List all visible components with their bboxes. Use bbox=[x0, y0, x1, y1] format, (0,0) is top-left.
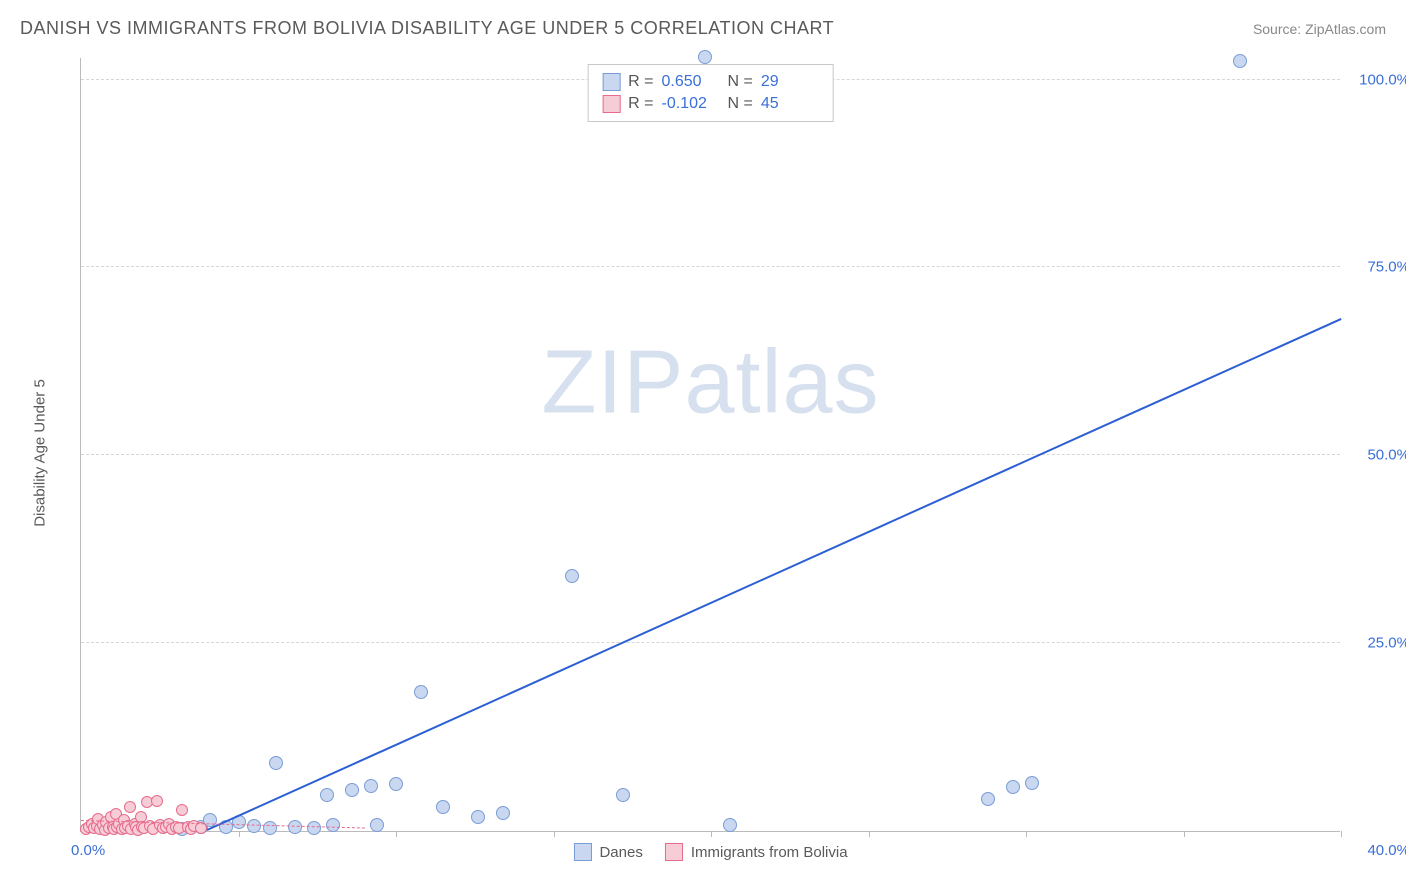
chart-header: DANISH VS IMMIGRANTS FROM BOLIVIA DISABI… bbox=[20, 18, 1386, 39]
data-point bbox=[496, 806, 510, 820]
x-tick-mark bbox=[396, 831, 397, 837]
data-point bbox=[471, 810, 485, 824]
gridline bbox=[81, 266, 1340, 267]
series-legend-item: Danes bbox=[573, 843, 642, 861]
data-point bbox=[345, 783, 359, 797]
r-value: -0.102 bbox=[662, 95, 720, 113]
series-legend-item: Immigrants from Bolivia bbox=[665, 843, 848, 861]
legend-label: Immigrants from Bolivia bbox=[691, 844, 848, 861]
y-tick-label: 75.0% bbox=[1350, 259, 1406, 276]
plot-region: ZIPatlas R =0.650N =29R =-0.102N =45 0.0… bbox=[80, 58, 1340, 832]
trend-line bbox=[207, 318, 1342, 831]
watermark-bold: ZIP bbox=[541, 332, 684, 432]
data-point bbox=[364, 779, 378, 793]
gridline bbox=[81, 454, 1340, 455]
x-tick-mark bbox=[239, 831, 240, 837]
data-point bbox=[1233, 54, 1247, 68]
data-point bbox=[263, 821, 277, 835]
data-point bbox=[269, 756, 283, 770]
data-point bbox=[176, 804, 188, 816]
data-point bbox=[307, 821, 321, 835]
data-point bbox=[436, 800, 450, 814]
data-point bbox=[320, 788, 334, 802]
r-value: 0.650 bbox=[662, 73, 720, 91]
x-tick-mark bbox=[1026, 831, 1027, 837]
gridline bbox=[81, 642, 1340, 643]
data-point bbox=[370, 818, 384, 832]
data-point bbox=[414, 685, 428, 699]
chart-title: DANISH VS IMMIGRANTS FROM BOLIVIA DISABI… bbox=[20, 18, 834, 39]
legend-swatch bbox=[665, 843, 683, 861]
legend-label: Danes bbox=[599, 844, 642, 861]
data-point bbox=[1025, 776, 1039, 790]
x-tick-mark bbox=[554, 831, 555, 837]
y-tick-label: 50.0% bbox=[1350, 447, 1406, 464]
correlation-legend-row: R = -0.102 N = 45 bbox=[602, 93, 819, 115]
x-tick-mark bbox=[869, 831, 870, 837]
watermark-light: atlas bbox=[684, 332, 879, 432]
y-axis-label: Disability Age Under 5 bbox=[32, 379, 49, 527]
data-point bbox=[389, 777, 403, 791]
x-tick-mark bbox=[711, 831, 712, 837]
chart-source: Source: ZipAtlas.com bbox=[1253, 21, 1386, 37]
n-label: N = bbox=[728, 73, 753, 91]
legend-swatch bbox=[602, 73, 620, 91]
data-point bbox=[565, 569, 579, 583]
x-tick-mark bbox=[1184, 831, 1185, 837]
data-point bbox=[1006, 780, 1020, 794]
y-tick-label: 100.0% bbox=[1350, 71, 1406, 88]
data-point bbox=[247, 819, 261, 833]
data-point bbox=[326, 818, 340, 832]
legend-swatch bbox=[573, 843, 591, 861]
x-origin-label: 0.0% bbox=[71, 842, 105, 859]
data-point bbox=[723, 818, 737, 832]
n-label: N = bbox=[728, 95, 753, 113]
n-value: 45 bbox=[761, 95, 819, 113]
watermark: ZIPatlas bbox=[541, 331, 879, 434]
series-legend: Danes Immigrants from Bolivia bbox=[573, 843, 847, 861]
data-point bbox=[151, 795, 163, 807]
x-max-label: 40.0% bbox=[1350, 842, 1406, 859]
correlation-legend: R = 0.650 N = 29 R = -0.102 N = 45 bbox=[587, 64, 834, 122]
legend-swatch bbox=[602, 95, 620, 113]
data-point bbox=[124, 801, 136, 813]
r-label: R = bbox=[628, 95, 653, 113]
data-point bbox=[616, 788, 630, 802]
r-label: R = bbox=[628, 73, 653, 91]
y-tick-label: 25.0% bbox=[1350, 635, 1406, 652]
correlation-legend-row: R = 0.650 N = 29 bbox=[602, 71, 819, 93]
data-point bbox=[698, 50, 712, 64]
data-point bbox=[981, 792, 995, 806]
n-value: 29 bbox=[761, 73, 819, 91]
x-tick-mark bbox=[1341, 831, 1342, 837]
chart-area: Disability Age Under 5 ZIPatlas R =0.650… bbox=[50, 58, 1370, 848]
